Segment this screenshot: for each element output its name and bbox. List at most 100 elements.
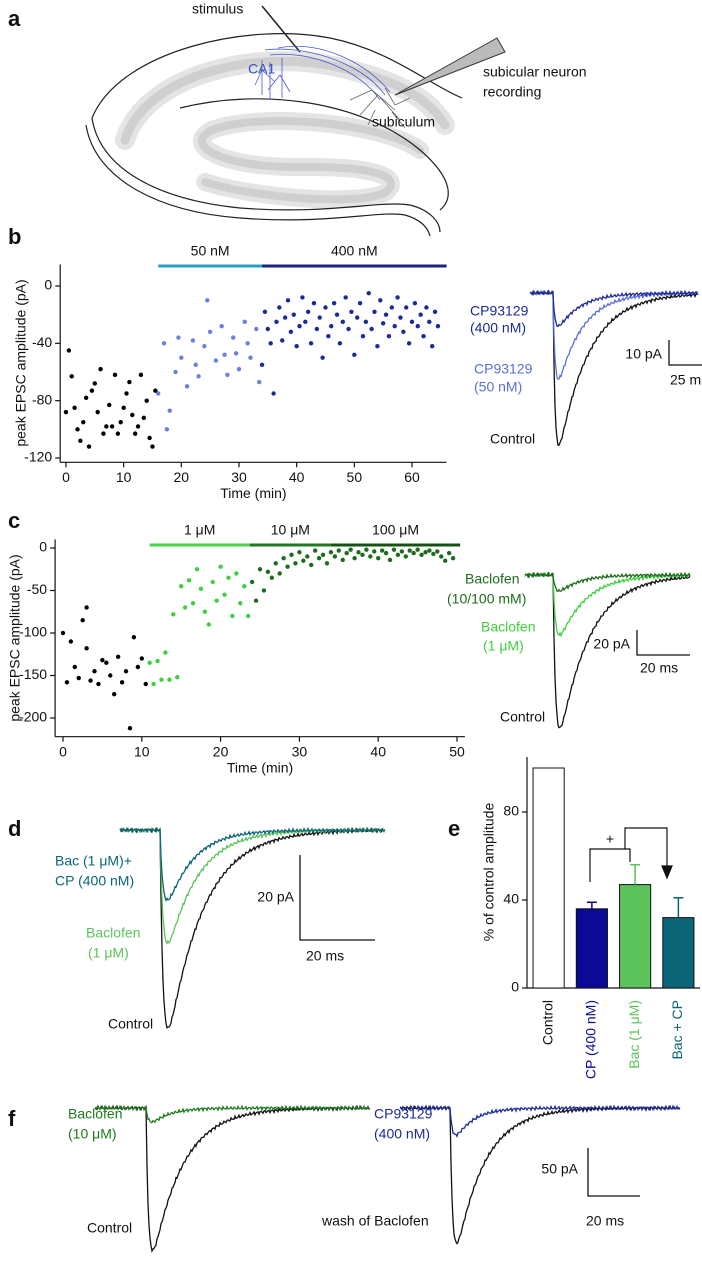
bar	[662, 917, 695, 989]
data-point	[202, 609, 208, 614]
significance-label: +	[606, 831, 614, 847]
data-point	[348, 547, 353, 552]
data-point	[236, 366, 242, 372]
trace-label: Control	[500, 709, 545, 725]
data-point	[249, 579, 255, 585]
data-point	[147, 660, 152, 665]
data-point	[118, 419, 123, 425]
data-point	[101, 431, 106, 436]
trace-label: CP (400 nM)	[55, 873, 134, 889]
data-point	[218, 564, 223, 569]
data-point	[383, 550, 389, 556]
data-point	[210, 579, 215, 585]
y-axis-label: peak EPSC amplitude (pA)	[13, 279, 29, 446]
panel-label: d	[8, 816, 21, 841]
diagram-label: recording	[483, 84, 541, 100]
data-point	[423, 550, 428, 555]
data-point	[214, 598, 219, 603]
data-point	[248, 355, 253, 360]
data-point	[378, 298, 383, 303]
data-point	[432, 309, 438, 314]
data-point	[167, 677, 172, 682]
data-point	[141, 415, 147, 421]
data-point	[164, 427, 170, 432]
data-point	[349, 309, 354, 314]
data-point	[225, 372, 230, 378]
trace	[524, 571, 691, 592]
data-point	[186, 578, 192, 583]
data-point	[159, 677, 164, 682]
data-point	[293, 561, 298, 566]
data-point	[277, 571, 282, 576]
data-point	[415, 547, 420, 552]
data-point	[356, 550, 361, 555]
x-tick-label: 50	[449, 743, 465, 759]
data-point	[123, 669, 129, 674]
treatment-label: 400 nM	[331, 243, 378, 259]
diagram-label: subiculum	[372, 114, 435, 130]
panel-label: c	[8, 508, 20, 533]
data-point	[314, 326, 320, 332]
x-tick-label: 50	[347, 469, 363, 485]
data-point	[182, 605, 188, 610]
error-bar	[586, 901, 597, 909]
data-point	[84, 605, 89, 610]
data-point	[305, 554, 310, 559]
data-point	[280, 338, 285, 343]
data-point	[406, 341, 412, 346]
panel-label: f	[8, 1106, 16, 1131]
data-point	[72, 664, 78, 670]
scale-label: 20 pA	[593, 636, 630, 652]
data-point	[343, 295, 348, 300]
panel-label: a	[8, 6, 21, 31]
data-point	[69, 374, 74, 379]
scale-label: 20 pA	[257, 889, 294, 905]
data-point	[392, 323, 397, 329]
x-axis-label: Time (min)	[227, 759, 293, 775]
data-point	[269, 575, 275, 580]
data-point	[352, 556, 357, 561]
data-point	[124, 391, 129, 396]
data-point	[442, 558, 448, 563]
data-point	[190, 601, 196, 606]
data-point	[222, 352, 227, 357]
scale-label: 10 pA	[625, 346, 662, 362]
data-point	[328, 550, 334, 555]
scale-label: 20 ms	[640, 660, 678, 676]
data-point	[132, 431, 138, 436]
data-point	[273, 561, 278, 566]
data-point	[294, 344, 299, 349]
data-point	[303, 319, 308, 325]
y-tick-label: -120	[24, 449, 52, 465]
data-point	[399, 549, 405, 554]
data-point	[332, 554, 338, 559]
data-point	[238, 601, 243, 606]
data-point	[245, 341, 250, 346]
data-point	[75, 427, 80, 432]
data-point	[121, 405, 126, 411]
x-tick-label: 60	[404, 469, 420, 485]
y-axis-label: peak EPSC amplitude (pA)	[7, 554, 23, 721]
trace-label: CP93129	[474, 361, 533, 377]
data-point	[153, 388, 158, 393]
data-point	[95, 409, 100, 415]
trace-label: Control	[490, 431, 535, 447]
trace-label: Baclofen	[68, 1106, 122, 1122]
x-tick-label: 40	[289, 469, 305, 485]
trace	[529, 289, 699, 380]
data-point	[231, 335, 236, 340]
data-point	[380, 321, 386, 326]
trace-label: (50 nM)	[474, 379, 522, 395]
data-point	[81, 419, 86, 425]
data-point	[334, 312, 340, 317]
data-point	[320, 552, 326, 557]
bar	[575, 908, 608, 989]
y-tick-label: -150	[19, 666, 47, 682]
data-point	[326, 333, 331, 339]
significance-marks	[589, 827, 673, 882]
data-point	[261, 588, 267, 593]
data-point	[84, 646, 89, 651]
data-point	[194, 567, 200, 572]
data-point	[139, 656, 144, 661]
data-point	[271, 391, 276, 396]
